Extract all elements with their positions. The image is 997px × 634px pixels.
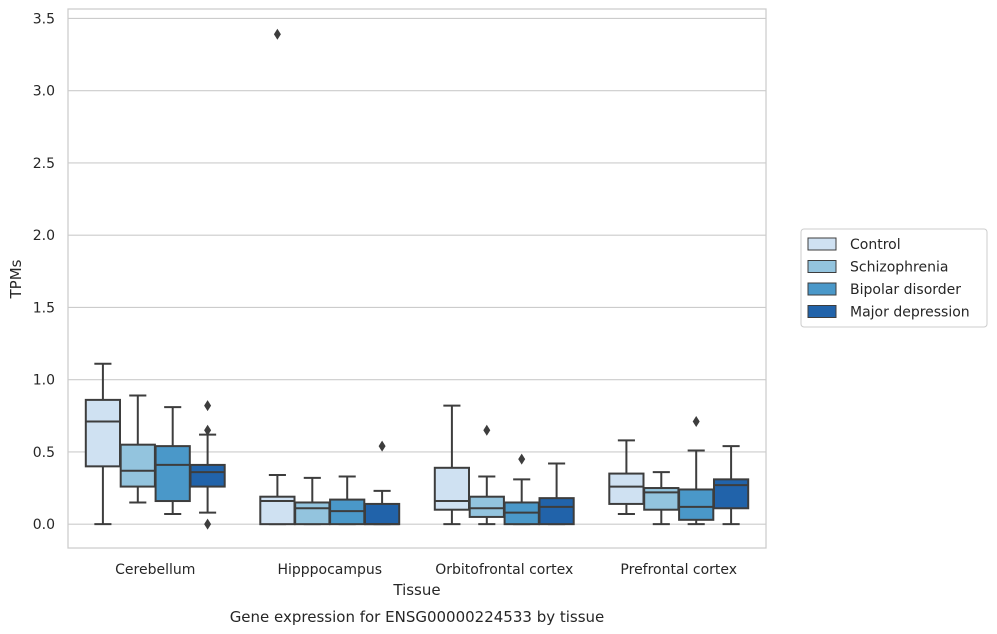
box: [154, 406, 191, 516]
legend-swatch: [807, 237, 837, 251]
legend-frame: [800, 228, 988, 328]
y-tick-label: 2.0: [33, 228, 55, 244]
box-body: [154, 445, 191, 503]
x-tick-label: Prefrontal cortex: [620, 562, 737, 578]
y-tick-label: 1.0: [33, 373, 55, 389]
outlier-point: [692, 416, 700, 428]
outlier-point: [204, 518, 212, 530]
box: [119, 394, 156, 504]
box-series-layer: [84, 28, 750, 530]
box-body: [678, 488, 715, 521]
outlier-point: [483, 424, 491, 436]
y-tick-label: 3.0: [33, 84, 55, 100]
box: [678, 416, 715, 526]
outlier-point: [204, 424, 212, 436]
box: [294, 476, 331, 526]
y-tick-label: 3.5: [33, 11, 55, 27]
legend-label: Major depression: [850, 305, 970, 321]
y-tick-label: 0.5: [33, 445, 55, 461]
box: [433, 404, 471, 526]
box-body: [468, 495, 505, 518]
box: [259, 28, 296, 526]
box: [643, 471, 680, 526]
box-body: [538, 497, 575, 526]
legend-swatch: [807, 282, 837, 296]
outlier-point: [378, 440, 386, 452]
box: [189, 400, 226, 530]
x-axis-label: Tissue: [392, 581, 440, 599]
outlier-point: [273, 28, 281, 40]
box-body: [84, 398, 122, 468]
box: [712, 445, 750, 526]
y-tick-labels: 0.0 0.5 1.0 1.5 2.0 2.5 3.0 3.5: [33, 11, 55, 533]
y-tick-label: 0.0: [33, 517, 55, 533]
box-body: [712, 478, 750, 510]
box: [503, 453, 540, 526]
legend-swatch: [807, 305, 837, 318]
legend-label: Schizophrenia: [850, 260, 948, 276]
box-body: [363, 502, 401, 526]
box-body: [119, 443, 156, 488]
x-tick-label: Orbitofrontal cortex: [435, 562, 573, 578]
box: [84, 362, 122, 526]
chart-caption: Gene expression for ENSG00000224533 by t…: [230, 608, 605, 626]
legend: Control Schizophrenia Bipolar disorder Majo…: [800, 228, 988, 328]
box: [538, 462, 575, 526]
box-body: [643, 487, 680, 511]
plot-frame: [67, 8, 767, 549]
outlier-point: [518, 453, 526, 465]
legend-label: Control: [850, 237, 901, 253]
box-body: [294, 501, 331, 526]
box-body: [433, 466, 471, 511]
y-tick-label: 2.5: [33, 156, 55, 172]
box-body: [189, 463, 226, 488]
box: [363, 440, 401, 526]
x-tick-label: Cerebellum: [115, 562, 195, 578]
y-axis-label: TPMs: [7, 259, 25, 299]
legend-swatch: [807, 260, 837, 273]
box: [329, 475, 366, 526]
y-tick-label: 1.5: [33, 300, 55, 316]
box-body: [608, 472, 645, 505]
box: [468, 424, 505, 526]
x-tick-label: Hipppocampus: [277, 562, 382, 578]
outlier-point: [204, 400, 212, 412]
x-tick-labels: Cerebellum Hipppocampus Orbitofrontal cort…: [115, 562, 737, 578]
legend-label: Bipolar disorder: [850, 282, 961, 298]
